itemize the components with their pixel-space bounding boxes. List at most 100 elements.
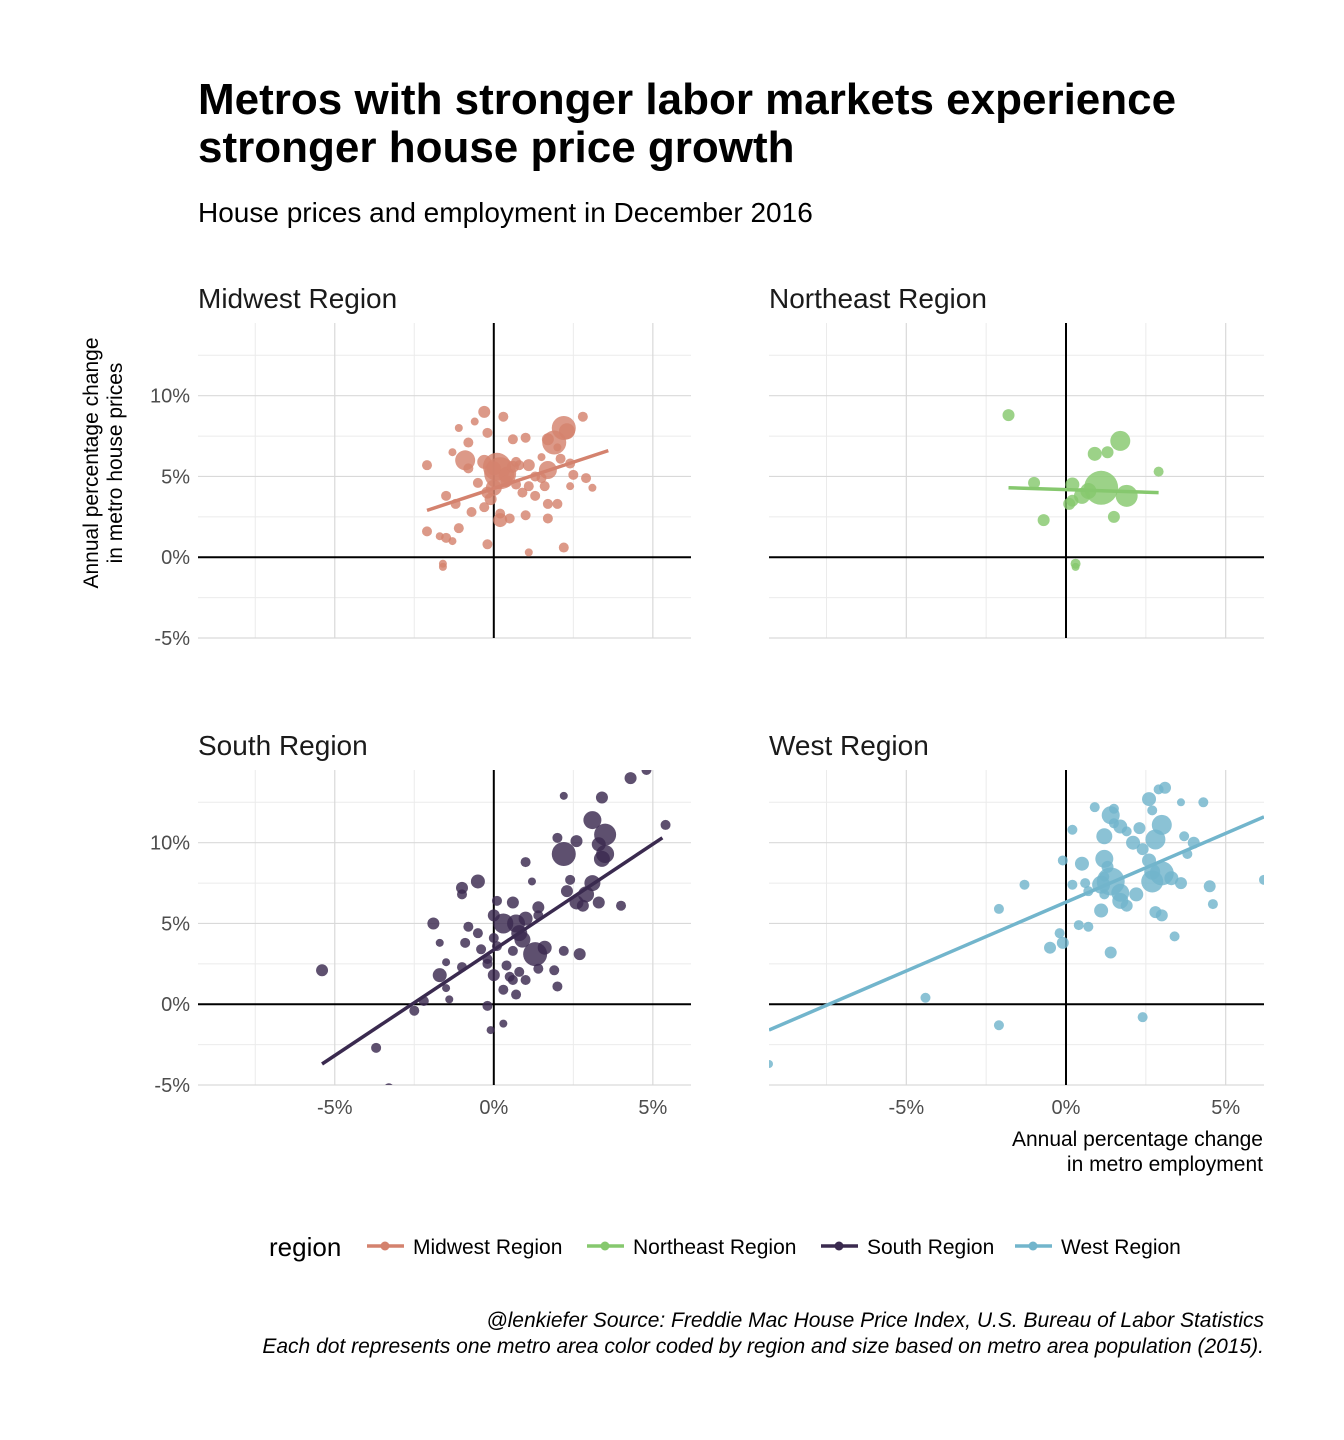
data-point xyxy=(1176,798,1185,807)
data-point xyxy=(1073,920,1084,931)
data-point xyxy=(482,1000,493,1011)
data-point xyxy=(427,917,440,930)
data-point xyxy=(1080,878,1091,889)
data-point xyxy=(1083,921,1094,932)
data-point xyxy=(482,427,493,438)
data-point xyxy=(1101,446,1114,459)
data-point xyxy=(524,548,533,557)
data-point xyxy=(472,928,483,939)
data-point xyxy=(1147,805,1158,816)
y-tick-label: 0% xyxy=(161,994,190,1016)
data-point xyxy=(583,811,602,830)
data-point xyxy=(463,463,474,474)
data-point xyxy=(1037,514,1050,527)
data-point xyxy=(1126,835,1141,850)
data-point xyxy=(491,895,502,906)
data-point xyxy=(616,900,627,911)
legend-label-west: West Region xyxy=(1061,1236,1181,1259)
data-point xyxy=(316,964,329,977)
data-point xyxy=(570,835,583,848)
data-point xyxy=(576,899,589,912)
data-point xyxy=(560,885,573,898)
chart-title: Metros with stronger labor markets exper… xyxy=(198,75,1177,172)
legend-key-dot-midwest xyxy=(380,1241,390,1251)
legend-label-south: South Region xyxy=(867,1236,994,1259)
x-tick-label: 0% xyxy=(1052,1097,1081,1119)
data-point xyxy=(1259,874,1264,885)
x-axis-title-line2: in metro employment xyxy=(1067,1153,1263,1176)
data-point xyxy=(558,542,569,553)
data-point xyxy=(527,877,536,886)
data-point xyxy=(472,477,483,488)
data-point xyxy=(520,857,531,868)
data-point xyxy=(1137,1012,1148,1023)
data-point xyxy=(454,424,463,432)
data-point xyxy=(371,1042,382,1053)
data-point xyxy=(479,502,490,513)
data-point xyxy=(1129,887,1144,902)
caption-note: Each dot represents one metro area color… xyxy=(262,1335,1264,1358)
data-point xyxy=(1087,446,1102,461)
x-axis-title-line1: Annual percentage change xyxy=(1012,1128,1263,1151)
data-point xyxy=(1054,928,1065,939)
legend-key-dot-south xyxy=(834,1241,844,1251)
data-point xyxy=(435,532,444,541)
data-point xyxy=(507,945,518,956)
x-tick-label: -5% xyxy=(889,1097,925,1119)
data-point xyxy=(466,507,477,517)
data-point xyxy=(498,984,509,995)
data-point xyxy=(595,791,608,804)
data-point xyxy=(514,931,531,948)
data-point xyxy=(641,770,652,775)
data-point xyxy=(470,417,479,426)
data-point xyxy=(1203,880,1216,893)
data-point xyxy=(448,448,457,457)
data-point xyxy=(1104,946,1117,959)
points-west xyxy=(769,781,1264,1068)
data-point xyxy=(566,482,575,491)
y-tick-label: 10% xyxy=(150,833,190,855)
y-tick-label: 0% xyxy=(161,547,190,569)
data-point xyxy=(498,411,509,422)
data-point xyxy=(1179,831,1190,842)
data-point xyxy=(453,523,464,534)
data-point xyxy=(487,969,500,982)
legend: region Midwest Region Northeast Region Sou… xyxy=(269,1232,1181,1262)
data-point xyxy=(1067,824,1078,835)
y-tick-label: -5% xyxy=(154,628,190,650)
points-midwest xyxy=(422,405,597,571)
legend-key-dot-northeast xyxy=(600,1241,610,1251)
data-point xyxy=(442,958,451,967)
data-point xyxy=(493,913,514,934)
data-point xyxy=(993,903,1004,914)
data-point xyxy=(1099,889,1110,900)
data-point xyxy=(1115,484,1138,507)
data-point xyxy=(920,992,931,1003)
data-point xyxy=(522,459,535,472)
data-point xyxy=(1133,822,1146,835)
data-point xyxy=(1145,829,1166,850)
legend-key-dot-west xyxy=(1028,1241,1038,1251)
data-point xyxy=(1089,802,1100,813)
data-point xyxy=(551,842,576,866)
data-point xyxy=(486,1026,495,1035)
facet-title-midwest: Midwest Region xyxy=(198,283,397,314)
data-point xyxy=(1164,871,1179,886)
y-tick-label: 5% xyxy=(161,913,190,935)
y-tick-label: -5% xyxy=(154,1075,190,1097)
panel-northeast xyxy=(769,323,1264,639)
data-point xyxy=(1074,856,1089,871)
data-point xyxy=(504,513,515,524)
data-point xyxy=(506,896,519,909)
caption-source: @lenkiefer Source: Freddie Mac House Pri… xyxy=(486,1309,1264,1332)
x-tick-label: -5% xyxy=(317,1097,353,1119)
data-point xyxy=(463,921,474,932)
data-point xyxy=(463,437,474,448)
data-point xyxy=(511,456,522,467)
data-point xyxy=(1142,792,1157,807)
trend-line-south xyxy=(321,836,664,1066)
chart-subtitle: House prices and employment in December … xyxy=(198,197,813,228)
data-point xyxy=(422,526,433,537)
data-point xyxy=(1028,476,1041,489)
data-point xyxy=(1169,931,1180,942)
